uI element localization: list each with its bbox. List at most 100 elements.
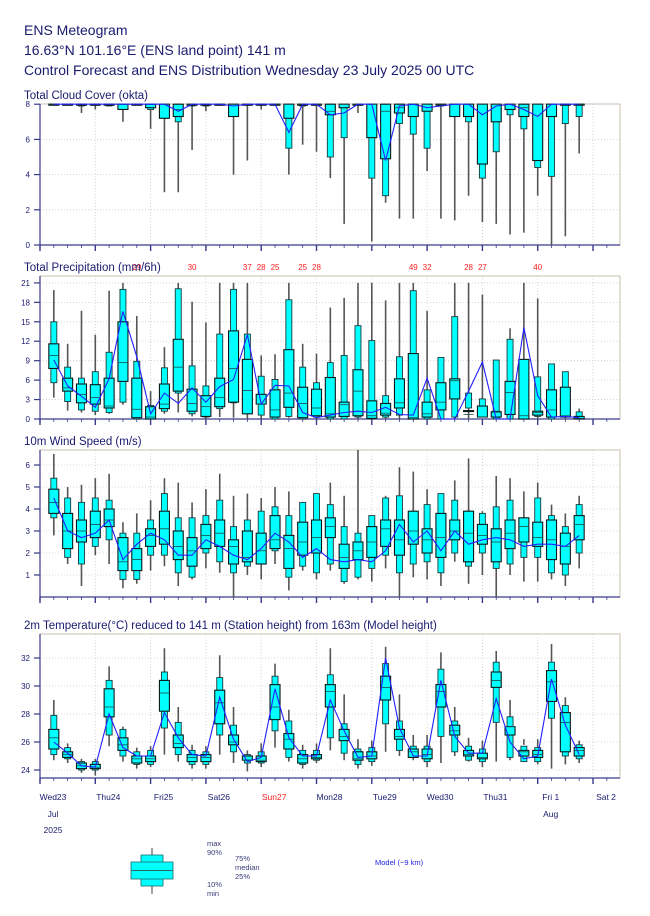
ens-box: [255, 103, 267, 110]
box-p25-p75: [366, 400, 378, 419]
ens-box: [158, 478, 170, 567]
ens-box: [103, 666, 115, 747]
box-p25-p75: [559, 532, 571, 565]
ens-box: [103, 290, 115, 414]
ens-box: [573, 103, 585, 154]
ens-box: [504, 700, 516, 761]
box-p25-p75: [573, 515, 585, 541]
box-p25-p75: [145, 528, 157, 547]
ens-box: [89, 334, 101, 416]
box-p25-p75: [435, 684, 447, 708]
ens-box: [559, 697, 571, 765]
y-tick-label: 21: [21, 279, 30, 288]
ens-box: [310, 103, 323, 152]
ens-box: [255, 355, 267, 419]
box-p10-p90: [368, 340, 376, 420]
ens-box: [532, 482, 544, 582]
box-p25-p75: [545, 103, 558, 118]
panel-title: 10m Wind Speed (m/s): [24, 436, 142, 448]
box-p25-p75: [283, 534, 295, 569]
day-label: Fri 1: [542, 792, 559, 802]
ens-box: [158, 648, 170, 755]
y-tick-label: 3: [26, 396, 31, 405]
exceedance-label: 29: [132, 263, 141, 272]
box-p25-p75: [366, 103, 378, 139]
ens-box: [352, 450, 364, 580]
box-p25-p75: [297, 386, 309, 419]
ens-box: [89, 103, 101, 110]
ens-box: [75, 103, 88, 113]
y-tick-label: 6: [26, 376, 31, 385]
ens-box: [476, 103, 488, 223]
ens-box: [228, 103, 240, 175]
box-p25-p75: [283, 733, 295, 750]
ens-box: [449, 103, 461, 221]
model-line: [53, 657, 580, 768]
ens-box: [200, 103, 212, 112]
ens-box: [421, 103, 433, 172]
ens-box: [214, 655, 226, 755]
ens-box: [532, 739, 544, 765]
box-p25-p75: [269, 515, 281, 550]
ens-box: [89, 478, 101, 556]
box-p25-p75: [490, 103, 502, 123]
y-tick-label: 3: [26, 527, 31, 536]
day-label: Sun27: [262, 792, 287, 802]
box-p25-p75: [172, 103, 184, 118]
ens-box: [324, 307, 336, 420]
y-tick-label: 2: [26, 206, 31, 215]
ens-box: [186, 301, 198, 417]
panel-3: 1 2 3 4 5 6: [26, 449, 621, 603]
box-p25-p75: [573, 747, 585, 757]
box-p25-p75: [200, 395, 212, 417]
box-p25-p75: [172, 530, 184, 561]
ens-box: [48, 290, 60, 398]
box-p25-p75: [504, 380, 516, 416]
box-p25-p75: [559, 386, 571, 418]
ens-box: [228, 707, 240, 763]
box-p25-p75: [117, 103, 129, 111]
ens-box: [393, 467, 406, 597]
box-p25-p75: [421, 528, 433, 554]
ens-box: [380, 495, 392, 569]
box-p25-p75: [407, 748, 419, 758]
box-p25-p75: [393, 103, 406, 114]
box-p25-p75: [324, 376, 336, 418]
exceedance-label: 25: [298, 263, 307, 272]
ens-box: [75, 310, 88, 413]
y-tick-label: 12: [21, 337, 30, 346]
ens-box: [407, 103, 419, 219]
ens-box: [435, 103, 447, 219]
y-tick-label: 30: [21, 682, 30, 691]
ens-box: [573, 495, 585, 569]
box-p25-p75: [338, 543, 350, 569]
ens-box: [241, 103, 253, 161]
meteogram-title: ENS Meteogram: [24, 22, 128, 38]
panel-title: Total Cloud Cover (okta): [24, 90, 148, 102]
box-p25-p75: [380, 519, 392, 547]
box-p10-p90: [465, 392, 473, 409]
model-line: [53, 103, 580, 161]
exceedance-label: 27: [478, 263, 487, 272]
box-p25-p75: [103, 377, 115, 409]
box-p25-p75: [89, 384, 101, 405]
ens-box: [518, 103, 530, 233]
box-p25-p75: [200, 523, 212, 550]
ens-box: [407, 735, 419, 761]
ens-box: [380, 646, 392, 752]
ens-box: [269, 354, 281, 420]
y-tick-label: 0: [26, 415, 31, 424]
ens-box: [200, 322, 212, 419]
ens-box: [490, 103, 502, 224]
ens-box: [352, 103, 364, 113]
box-p25-p75: [393, 728, 406, 740]
legend-median-label: median: [235, 863, 260, 872]
box-p25-p75: [269, 684, 281, 721]
box-p10-p90: [340, 355, 348, 420]
day-label: Wed30: [427, 792, 454, 802]
box-p25-p75: [435, 382, 447, 411]
forecast-line: Control Forecast and ENS Distribution We…: [24, 62, 475, 78]
box-p25-p75: [214, 689, 226, 725]
ens-box: [421, 310, 433, 420]
